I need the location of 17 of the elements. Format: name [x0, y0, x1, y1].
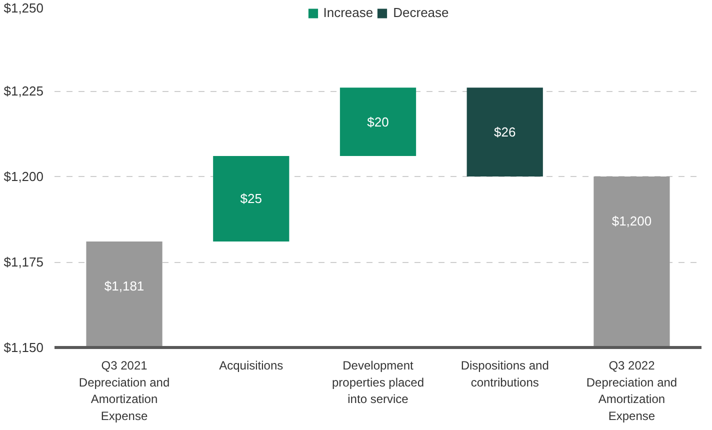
data-label: $1,200: [612, 213, 652, 228]
x-tick-label: Development properties placed into service: [332, 358, 424, 406]
legend-label: Increase: [323, 5, 374, 20]
y-tick-label: $1,175: [4, 254, 44, 270]
y-tick-label: $1,150: [4, 340, 44, 355]
data-label: $26: [494, 124, 516, 140]
x-tick-label: Acquisitions: [219, 358, 284, 372]
data-label: $1,181: [104, 278, 144, 294]
x-tick-label: Q3 2021 Depreciation and Amortization Expense: [78, 358, 170, 423]
legend-label: Decrease: [393, 5, 449, 20]
data-label: $25: [240, 191, 262, 206]
y-tick-label: $1,250: [4, 0, 44, 16]
y-tick-label: $1,225: [4, 84, 44, 98]
data-label: $20: [367, 114, 389, 130]
y-tick-label: $1,200: [4, 169, 44, 184]
x-tick-label: Q3 2022 Depreciation and Amortization Expense: [586, 358, 678, 423]
x-tick-label: Dispositions and contributions: [460, 358, 549, 390]
